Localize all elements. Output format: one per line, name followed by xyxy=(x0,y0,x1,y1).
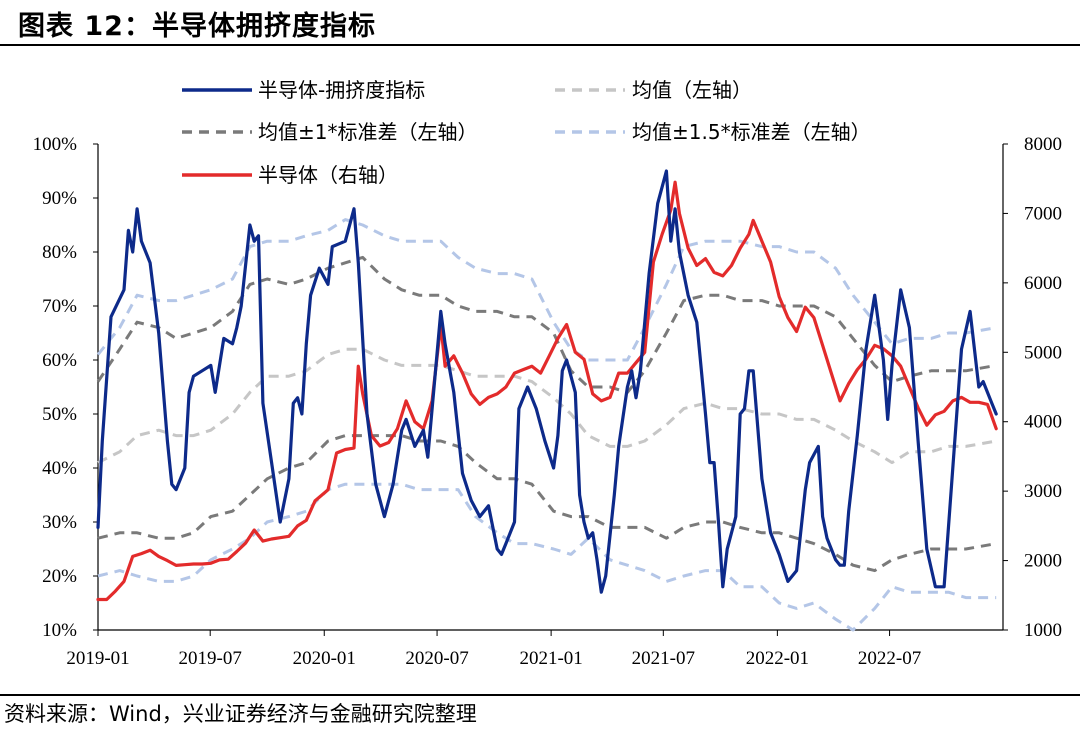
source-note: 资料来源：Wind，兴业证券经济与金融研究院整理 xyxy=(4,702,477,726)
series-line-3 xyxy=(97,434,997,573)
legend-label-1: 均值（左轴） xyxy=(632,78,752,102)
series-line-6 xyxy=(96,180,998,602)
legend-label-0: 半导体-拥挤度指标 xyxy=(258,78,425,102)
series-line-4 xyxy=(96,218,997,362)
x-tick-label: 2022-01 xyxy=(746,648,809,669)
x-tick-label: 2020-07 xyxy=(405,648,468,669)
y-right-tick-label: 8000 xyxy=(1024,134,1062,155)
series-line-2 xyxy=(96,255,997,394)
x-tick-label: 2019-07 xyxy=(179,648,242,669)
chart: 100% 90% 80% 70% 60% 50% 40% 30% 20% 10% 8000 7000 6… xyxy=(33,78,1062,669)
x-tick-label: 2019-01 xyxy=(66,648,129,669)
legend-label-2: 均值±1*标准差（左轴） xyxy=(258,120,477,144)
footer-rule xyxy=(0,694,1080,696)
legend-label-4: 半导体（右轴） xyxy=(258,163,398,187)
x-tick-label: 2022-07 xyxy=(858,648,921,669)
y-left-tick-label: 40% xyxy=(42,458,77,479)
series-line-0 xyxy=(96,169,998,594)
y-left-tick-label: 70% xyxy=(42,296,77,317)
legend-label-3: 均值±1.5*标准差（左轴） xyxy=(632,120,871,144)
y-right-tick-label: 3000 xyxy=(1024,481,1062,502)
y-left-tick-label: 100% xyxy=(33,134,78,155)
y-right-tick-label: 2000 xyxy=(1024,551,1062,572)
series-line-1 xyxy=(97,347,997,465)
y-left-tick-label: 90% xyxy=(42,188,77,209)
y-left-tick-label: 60% xyxy=(42,350,77,371)
y-right-tick-label: 7000 xyxy=(1024,203,1062,224)
legend: 半导体-拥挤度指标 均值（左轴） 均值±1*标准差（左轴） 均值±1.5*标准差（左轴… xyxy=(182,78,871,187)
x-tick-label: 2021-07 xyxy=(632,648,695,669)
axes: 100% 90% 80% 70% 60% 50% 40% 30% 20% 10% 8000 7000 6… xyxy=(33,134,1062,669)
y-right-tick-label: 6000 xyxy=(1024,273,1062,294)
x-tick-label: 2020-01 xyxy=(293,648,356,669)
y-left-tick-label: 10% xyxy=(42,620,77,641)
series-line-5 xyxy=(97,482,997,632)
y-left-tick-label: 50% xyxy=(42,404,77,425)
y-left-tick-label: 30% xyxy=(42,512,77,533)
y-left-tick-label: 80% xyxy=(42,242,77,263)
y-left-tick-label: 20% xyxy=(42,566,77,587)
y-right-tick-label: 1000 xyxy=(1024,620,1062,641)
y-right-tick-label: 4000 xyxy=(1024,412,1062,433)
series-layer xyxy=(96,169,998,632)
header-rule xyxy=(0,44,1080,46)
y-right-tick-label: 5000 xyxy=(1024,342,1062,363)
chart-title: 图表 12：半导体拥挤度指标 xyxy=(18,11,376,42)
x-tick-label: 2021-01 xyxy=(519,648,582,669)
